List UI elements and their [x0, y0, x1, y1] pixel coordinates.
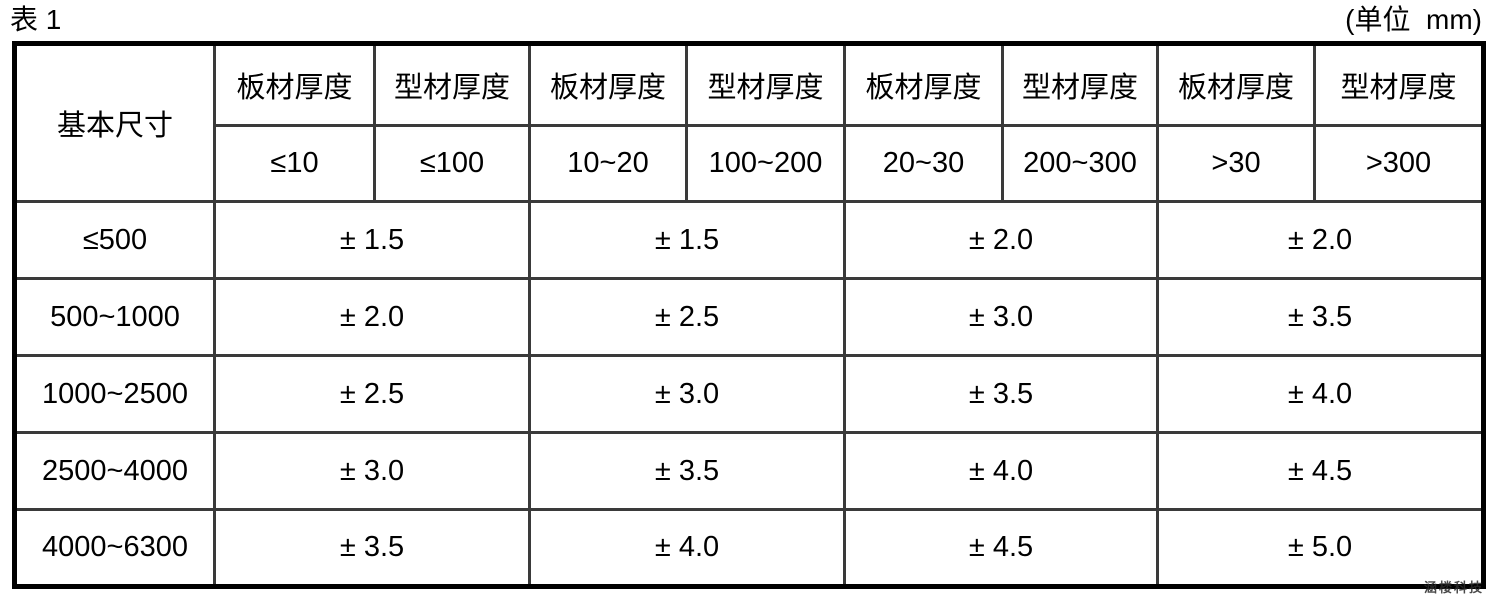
tolerance-cell: ± 4.0 — [843, 431, 1159, 511]
header-profile-range: ≤100 — [373, 124, 531, 203]
table-caption: 表 1 — [10, 4, 62, 35]
header-plate-thickness: 板材厚度 — [528, 42, 688, 127]
table-row: 500~1000 ± 2.0 ± 2.5 ± 3.0 ± 3.5 — [13, 277, 1485, 357]
tolerance-cell: ± 3.5 — [1156, 277, 1485, 357]
table-row: 2500~4000 ± 3.0 ± 3.5 ± 4.0 ± 4.5 — [13, 431, 1485, 511]
header-profile-range: >300 — [1313, 124, 1485, 203]
table-row: 4000~6300 ± 3.5 ± 4.0 ± 4.5 ± 5.0 — [13, 508, 1485, 588]
tolerance-cell: ± 2.0 — [1156, 200, 1485, 280]
header-profile-thickness: 型材厚度 — [1313, 42, 1485, 127]
header-plate-thickness: 板材厚度 — [213, 42, 376, 127]
tolerance-cell: ± 3.5 — [213, 508, 531, 588]
tolerance-cell: ± 2.5 — [213, 354, 531, 434]
header-profile-range: 100~200 — [685, 124, 846, 203]
tolerance-cell: ± 1.5 — [528, 200, 846, 280]
tolerance-cell: ± 3.5 — [528, 431, 846, 511]
basic-size-cell: 1000~2500 — [13, 354, 216, 434]
header-plate-range: >30 — [1156, 124, 1316, 203]
header-plate-thickness: 板材厚度 — [1156, 42, 1316, 127]
tolerance-cell: ± 4.5 — [843, 508, 1159, 588]
tolerance-cell: ± 1.5 — [213, 200, 531, 280]
basic-size-cell: 4000~6300 — [13, 508, 216, 588]
header-profile-thickness: 型材厚度 — [685, 42, 846, 127]
header-plate-range: 10~20 — [528, 124, 688, 203]
table-row: ≤500 ± 1.5 ± 1.5 ± 2.0 ± 2.0 — [13, 200, 1485, 280]
unit-label: (单位 mm) — [1345, 4, 1482, 35]
tolerance-cell: ± 3.5 — [843, 354, 1159, 434]
header-profile-range: 200~300 — [1001, 124, 1159, 203]
tolerance-cell: ± 4.0 — [1156, 354, 1485, 434]
watermark: 涵楼科技 — [1423, 580, 1484, 595]
tolerance-cell: ± 5.0 — [1156, 508, 1485, 588]
basic-size-cell: 2500~4000 — [13, 431, 216, 511]
header-profile-thickness: 型材厚度 — [373, 42, 531, 127]
tolerance-cell: ± 3.0 — [843, 277, 1159, 357]
header-plate-range: 20~30 — [843, 124, 1004, 203]
tolerance-cell: ± 2.0 — [213, 277, 531, 357]
basic-size-cell: 500~1000 — [13, 277, 216, 357]
header-plate-range: ≤10 — [213, 124, 376, 203]
tolerance-cell: ± 3.0 — [213, 431, 531, 511]
header-profile-thickness: 型材厚度 — [1001, 42, 1159, 127]
tolerance-cell: ± 2.0 — [843, 200, 1159, 280]
tolerance-cell: ± 4.0 — [528, 508, 846, 588]
header-basic-size: 基本尺寸 — [13, 42, 216, 203]
tolerance-cell: ± 3.0 — [528, 354, 846, 434]
tolerance-table: 基本尺寸 板材厚度 型材厚度 板材厚度 型材厚度 板材厚度 型材厚度 板材厚度 … — [12, 41, 1486, 589]
tolerance-cell: ± 2.5 — [528, 277, 846, 357]
header-plate-thickness: 板材厚度 — [843, 42, 1004, 127]
basic-size-cell: ≤500 — [13, 200, 216, 280]
caption-row: 表 1 (单位 mm) — [10, 3, 1482, 37]
tolerance-cell: ± 4.5 — [1156, 431, 1485, 511]
table-row: 1000~2500 ± 2.5 ± 3.0 ± 3.5 ± 4.0 — [13, 354, 1485, 434]
